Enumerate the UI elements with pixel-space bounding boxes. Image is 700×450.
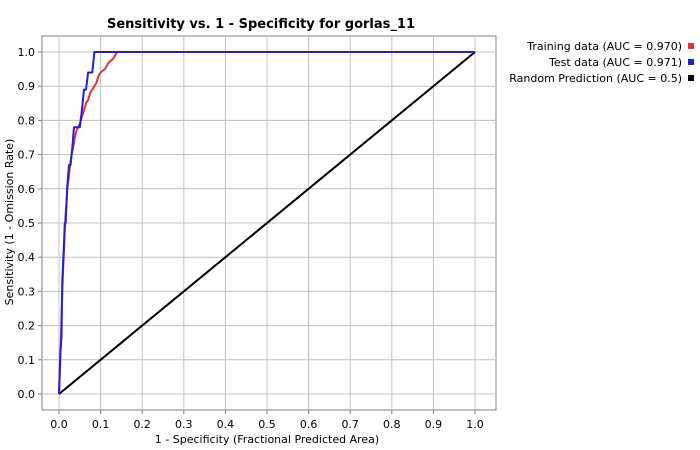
x-tick-label: 0.3	[175, 418, 193, 431]
x-tick-label: 0.5	[258, 418, 276, 431]
y-tick-label: 0.5	[18, 217, 36, 230]
series-line-test	[58, 51, 475, 395]
y-tick-label: 0.9	[18, 80, 36, 93]
x-tick-label: 0.1	[92, 418, 110, 431]
chart-title: Sensitivity vs. 1 - Specificity for gorl…	[107, 17, 415, 32]
y-tick-label: 0.8	[18, 114, 36, 127]
x-tick-label: 0.0	[50, 418, 68, 431]
x-tick-label: 0.9	[425, 418, 443, 431]
grid-lines	[42, 36, 496, 410]
x-tick-label: 1.0	[466, 418, 484, 431]
y-tick-label: 0.2	[18, 320, 36, 333]
y-tick-label: 0.1	[18, 354, 36, 367]
y-axis-label: Sensitivity (1 - Omission Rate)	[3, 139, 16, 306]
legend-swatch-training	[688, 43, 694, 49]
legend-label-training: Training data (AUC = 0.970)	[527, 39, 682, 53]
legend-label-random: Random Prediction (AUC = 0.5)	[509, 71, 682, 85]
y-tick-label: 0.3	[18, 285, 36, 298]
legend-entry-training: Training data (AUC = 0.970)	[498, 38, 694, 54]
x-tick-label: 0.6	[300, 418, 318, 431]
legend-entry-random: Random Prediction (AUC = 0.5)	[498, 70, 694, 86]
chart-legend: Training data (AUC = 0.970) Test data (A…	[498, 38, 694, 86]
x-tick-label: 0.2	[133, 418, 151, 431]
y-tick-label: 0.4	[18, 251, 36, 264]
y-tick-label: 0.0	[18, 388, 36, 401]
x-tick-label: 0.8	[383, 418, 401, 431]
y-tick-label: 1.0	[18, 46, 36, 59]
series-line-random	[58, 51, 476, 395]
legend-label-test: Test data (AUC = 0.971)	[549, 55, 682, 69]
y-tick-label: 0.7	[18, 149, 36, 162]
legend-swatch-test	[688, 59, 694, 65]
x-tick-label: 0.4	[217, 418, 235, 431]
legend-entry-test: Test data (AUC = 0.971)	[498, 54, 694, 70]
series-lines	[58, 51, 476, 395]
x-axis-label: 1 - Specificity (Fractional Predicted Ar…	[155, 433, 379, 446]
legend-swatch-random	[688, 75, 694, 81]
tick-labels: 0.0 0.1 0.2 0.3 0.4 0.5 0.6 0.7 0.8 0.9 1.0 0.0 0.1 0…	[18, 46, 484, 431]
x-tick-label: 0.7	[341, 418, 359, 431]
y-tick-label: 0.6	[18, 183, 36, 196]
